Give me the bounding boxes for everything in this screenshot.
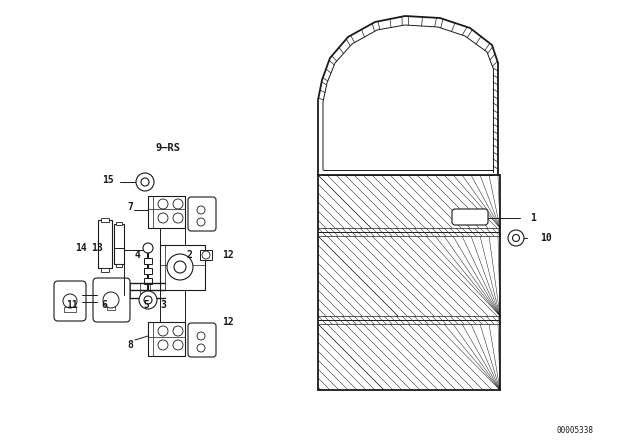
Bar — [64, 307, 76, 312]
Circle shape — [173, 213, 183, 223]
Text: 4: 4 — [134, 250, 140, 260]
Circle shape — [197, 332, 205, 340]
FancyBboxPatch shape — [188, 197, 216, 231]
Text: 7: 7 — [127, 202, 133, 212]
Text: 9—RS: 9—RS — [155, 143, 180, 153]
Bar — [148, 322, 185, 356]
Circle shape — [197, 218, 205, 226]
Circle shape — [197, 206, 205, 214]
Circle shape — [63, 294, 77, 308]
Circle shape — [158, 326, 168, 336]
Circle shape — [103, 292, 119, 308]
Text: 3: 3 — [160, 300, 166, 310]
Text: 00005338: 00005338 — [557, 426, 593, 435]
Circle shape — [173, 340, 183, 350]
Text: 6: 6 — [101, 300, 107, 310]
Circle shape — [173, 199, 183, 209]
Bar — [116, 222, 122, 225]
Bar — [144, 278, 152, 284]
Circle shape — [508, 230, 524, 246]
Circle shape — [144, 296, 152, 304]
Circle shape — [143, 243, 153, 253]
Text: 15: 15 — [102, 175, 114, 185]
Bar — [144, 268, 152, 274]
Circle shape — [202, 251, 210, 259]
Bar — [148, 196, 185, 228]
FancyBboxPatch shape — [452, 209, 488, 225]
Circle shape — [136, 173, 154, 191]
Bar — [107, 305, 115, 310]
Bar — [98, 220, 112, 268]
Text: 12: 12 — [222, 250, 234, 260]
Circle shape — [174, 261, 186, 273]
Circle shape — [139, 291, 157, 309]
Bar — [160, 245, 205, 290]
Circle shape — [158, 199, 168, 209]
Bar — [114, 224, 124, 264]
Text: 12: 12 — [222, 317, 234, 327]
Circle shape — [197, 344, 205, 352]
Text: 5: 5 — [143, 300, 149, 310]
Circle shape — [167, 254, 193, 280]
Circle shape — [173, 326, 183, 336]
Text: 8: 8 — [127, 340, 133, 350]
Bar — [144, 258, 152, 264]
FancyBboxPatch shape — [54, 281, 86, 321]
Bar — [101, 268, 109, 272]
Text: 2: 2 — [186, 250, 192, 260]
Circle shape — [158, 340, 168, 350]
FancyBboxPatch shape — [93, 278, 130, 322]
Text: 11: 11 — [66, 300, 78, 310]
Bar — [200, 250, 212, 260]
FancyBboxPatch shape — [188, 323, 216, 357]
Circle shape — [158, 213, 168, 223]
Text: 1: 1 — [530, 213, 536, 223]
Bar — [116, 264, 122, 267]
Text: 13: 13 — [92, 243, 103, 253]
Text: 10: 10 — [540, 233, 552, 243]
Text: 14: 14 — [76, 243, 87, 253]
Circle shape — [141, 178, 149, 186]
Circle shape — [513, 234, 520, 241]
Bar — [101, 218, 109, 222]
